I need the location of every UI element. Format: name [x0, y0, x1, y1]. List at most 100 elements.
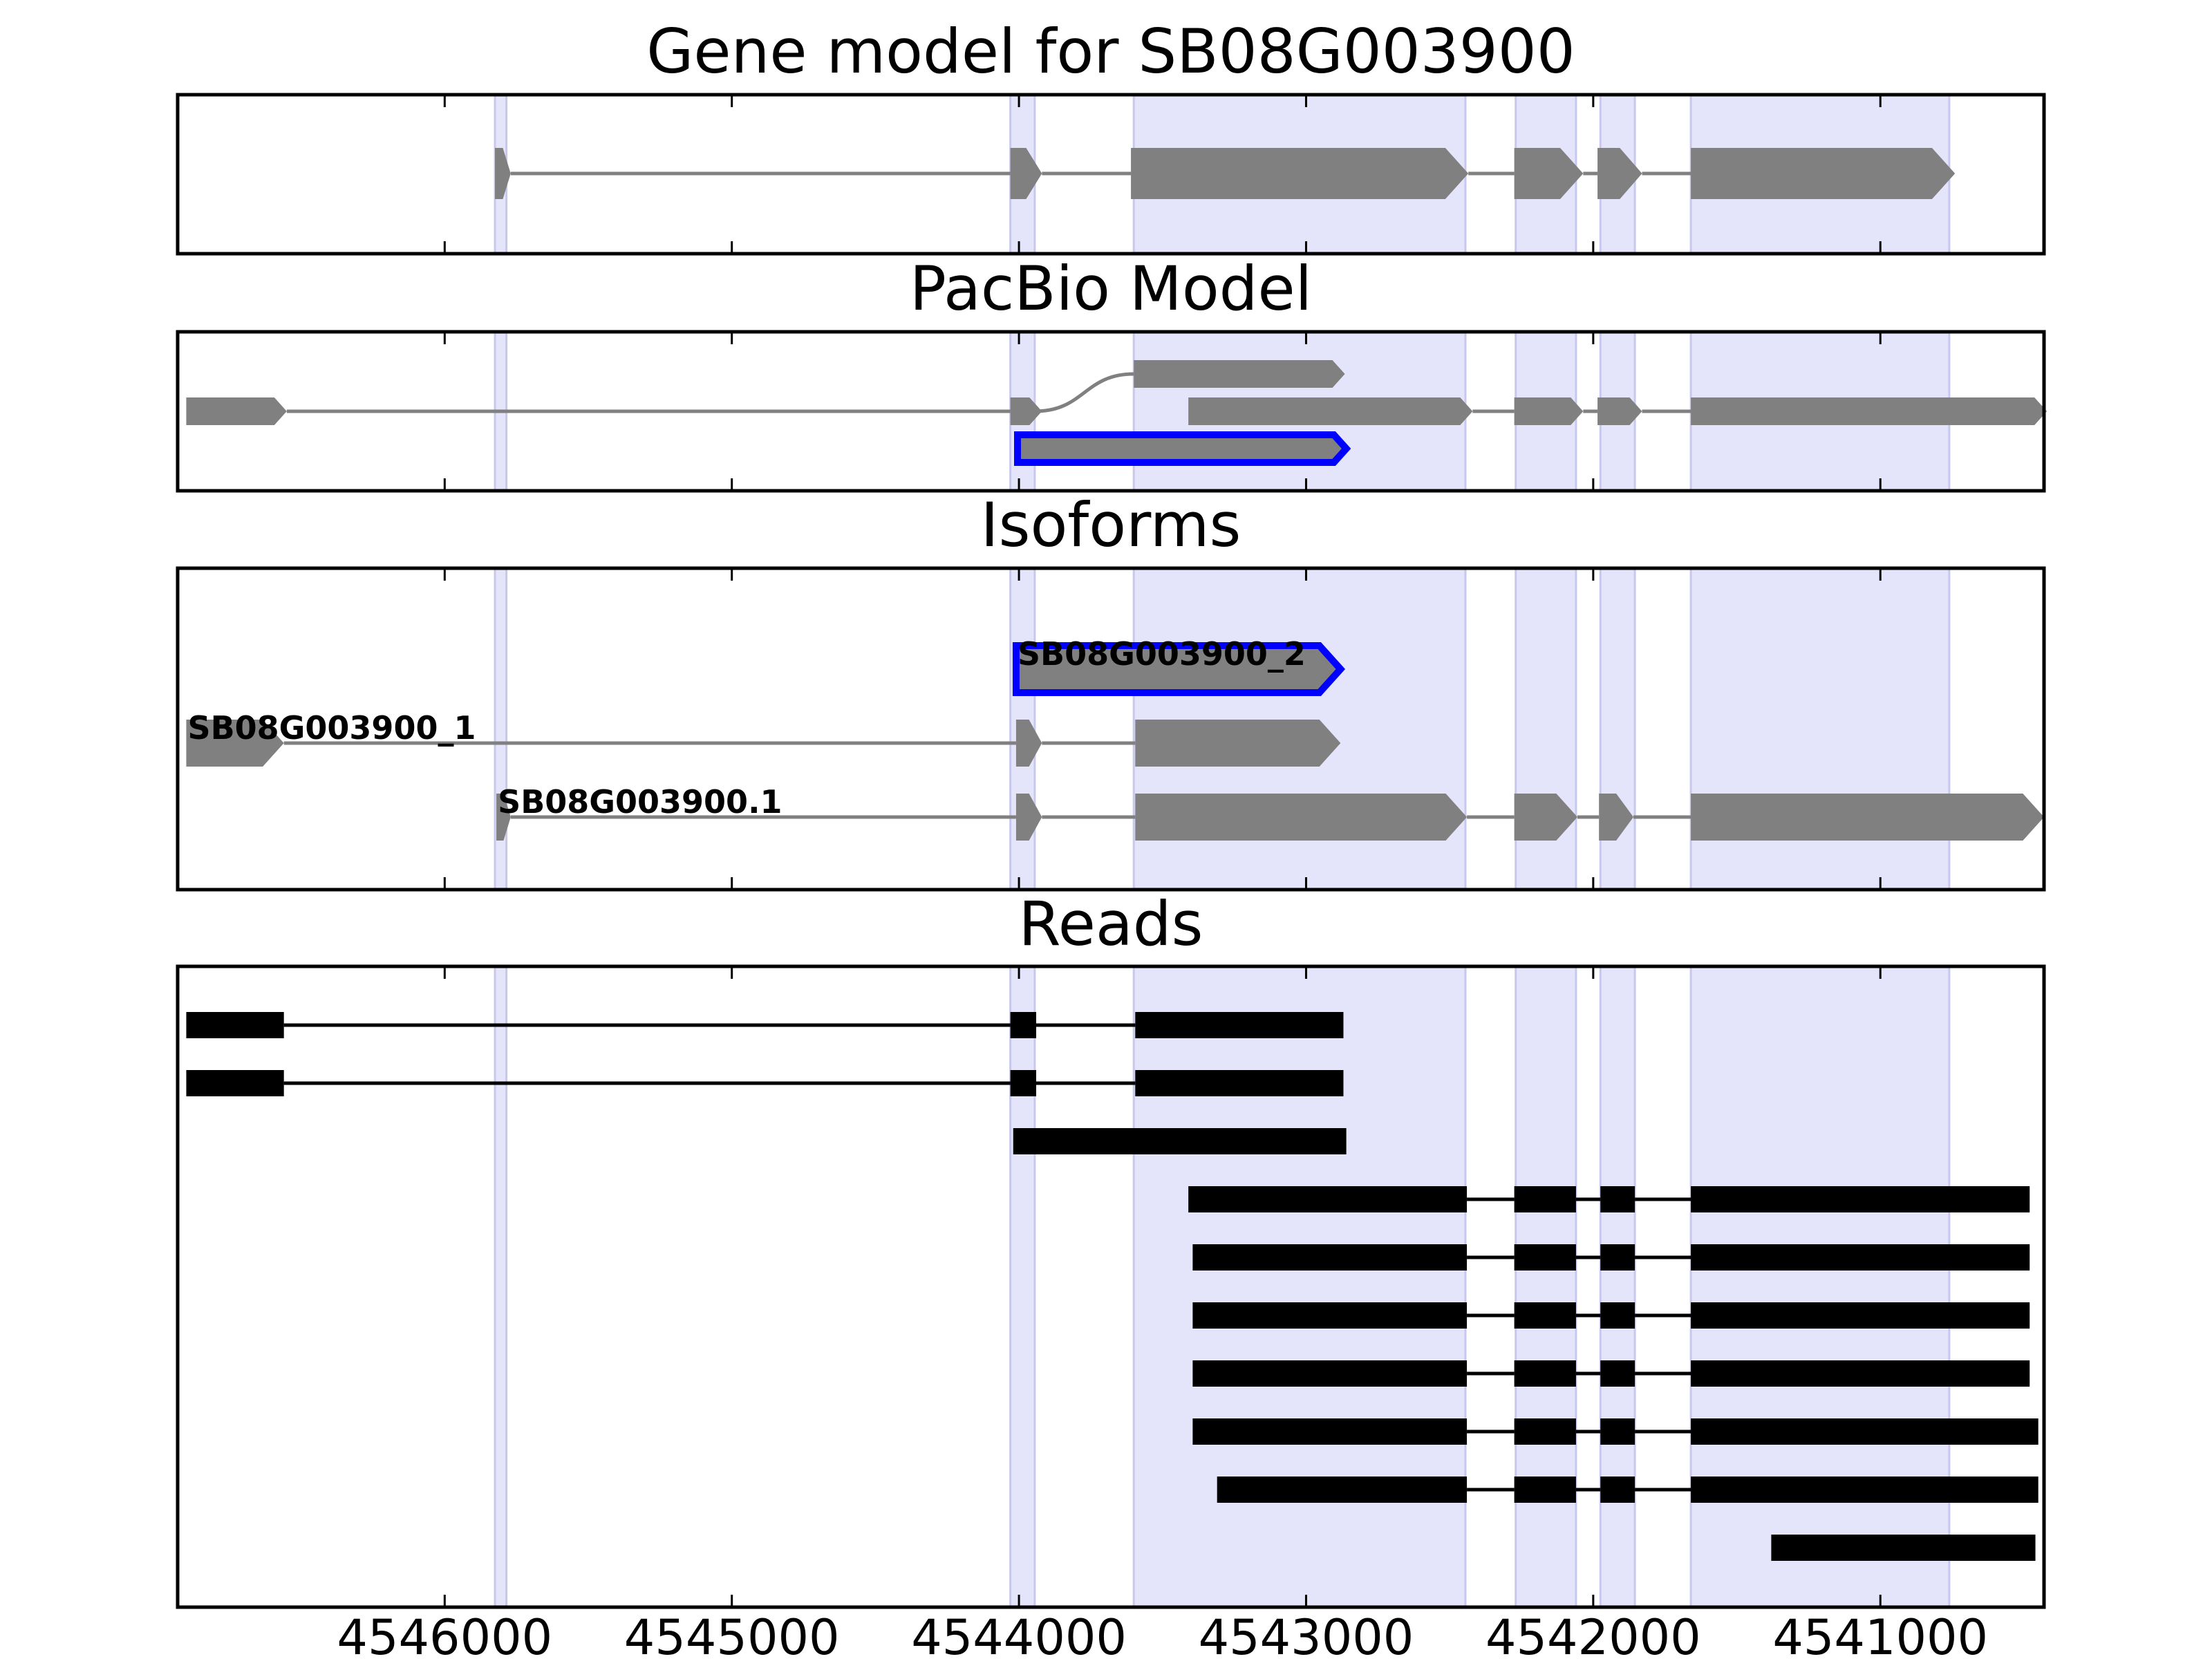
read-track: [1192, 1360, 2030, 1387]
isoform-track: [1014, 431, 1351, 466]
read-exon: [1010, 1070, 1036, 1096]
highlight-region: [1515, 567, 1577, 891]
exon: [1514, 148, 1584, 199]
exon: [1514, 397, 1584, 425]
read-exon: [1691, 1360, 2030, 1387]
isoform-track: [1034, 360, 1345, 413]
isoform-track: SB08G003900.1: [496, 783, 2044, 841]
highlight-region: [1599, 567, 1636, 891]
read-exon: [1135, 1012, 1344, 1038]
read-exon: [1691, 1418, 2038, 1445]
exon: [495, 148, 511, 199]
selected-exon: [1012, 642, 1346, 696]
exon: [1691, 397, 2047, 425]
read-exon: [1514, 1302, 1576, 1329]
isoform-track: [186, 397, 2047, 425]
isoform-track: SB08G003900_2: [1012, 635, 1346, 696]
axes-frame: [176, 93, 2046, 256]
panel-title: PacBio Model: [910, 253, 1312, 324]
read-exon: [1010, 1012, 1036, 1038]
read-exon: [1192, 1360, 1468, 1387]
read-exon: [1514, 1186, 1576, 1212]
x-tick-label: 4542000: [1485, 1609, 1701, 1659]
read-exon: [1691, 1302, 2030, 1329]
exon: [186, 720, 284, 767]
x-tick-label: 4543000: [1199, 1609, 1414, 1659]
read-exon: [1600, 1186, 1635, 1212]
read-exon: [1192, 1244, 1468, 1271]
panel-pacbio-model: PacBio Model: [176, 253, 2047, 493]
panel-title: Isoforms: [981, 489, 1241, 561]
exon: [1188, 397, 1473, 425]
exon: [1010, 397, 1042, 425]
read-track: [1771, 1535, 2036, 1561]
read-exon: [1514, 1244, 1576, 1271]
read-track: [1188, 1186, 2030, 1212]
read-exon: [1691, 1186, 2030, 1212]
read-exon: [1192, 1418, 1468, 1445]
read-exon: [186, 1012, 284, 1038]
read-track: [1192, 1418, 2038, 1445]
highlight-region: [1689, 965, 1951, 1609]
highlight-region: [1132, 965, 1467, 1609]
read-exon: [1135, 1070, 1344, 1096]
exon: [1135, 794, 1468, 841]
highlight-region: [1599, 965, 1636, 1609]
read-exon: [1514, 1360, 1576, 1387]
read-exon: [1691, 1244, 2030, 1271]
read-exon: [1600, 1302, 1635, 1329]
highlight-region: [1009, 965, 1036, 1609]
exon: [1134, 360, 1345, 388]
axes-frame: [176, 330, 2046, 493]
highlight-region: [1515, 965, 1577, 1609]
exon: [1691, 148, 1956, 199]
x-tick-label: 4545000: [624, 1609, 840, 1659]
exon: [1514, 794, 1577, 841]
isoform-track: [495, 148, 1956, 199]
exon: [1015, 794, 1042, 841]
exon: [1135, 720, 1341, 767]
read-exon: [1192, 1302, 1468, 1329]
exon: [1597, 397, 1642, 425]
read-track: [1192, 1302, 2030, 1329]
isoform-track: SB08G003900_1: [186, 709, 1341, 767]
read-exon: [1771, 1535, 2036, 1561]
exon: [1010, 148, 1042, 199]
exon: [1599, 794, 1633, 841]
read-track: [1013, 1128, 1347, 1154]
panel-title: Gene model for SB08G003900: [646, 16, 1575, 87]
read-exon: [1188, 1186, 1468, 1212]
panel-gene-model: Gene model for SB08G003900: [176, 16, 2046, 256]
isoform-label: SB08G003900_2: [1018, 635, 1306, 673]
read-track: [1217, 1477, 2038, 1503]
read-exon: [1691, 1477, 2038, 1503]
x-tick-label: 4541000: [1772, 1609, 1988, 1659]
axes-frame: [176, 964, 2046, 1609]
highlight-region: [1689, 567, 1951, 891]
x-tick-label: 4544000: [911, 1609, 1127, 1659]
exon: [186, 397, 287, 425]
isoform-label: SB08G003900_1: [187, 709, 476, 747]
read-exon: [1013, 1128, 1347, 1154]
splice-connector: [1034, 372, 1134, 413]
panel-title: Reads: [1019, 888, 1203, 959]
read-exon: [1514, 1477, 1576, 1503]
axes-frame: [176, 566, 2046, 892]
read-exon: [1600, 1244, 1635, 1271]
read-exon: [1600, 1418, 1635, 1445]
read-track: [1192, 1244, 2030, 1271]
isoform-label: SB08G003900.1: [498, 783, 782, 821]
selected-exon: [1014, 431, 1351, 466]
read-track: [186, 1070, 1344, 1096]
exon: [1015, 720, 1042, 767]
read-exon: [186, 1070, 284, 1096]
highlight-region: [494, 965, 508, 1609]
x-tick-label: 4546000: [337, 1609, 552, 1659]
exon: [1691, 794, 2044, 841]
read-track: [186, 1012, 1344, 1038]
panel-reads: Reads: [176, 888, 2046, 1609]
exon: [496, 794, 511, 841]
read-exon: [1514, 1418, 1576, 1445]
panel-isoforms: Isoforms SB08G003900_2 SB08G003900_1 SB08G0…: [176, 489, 2046, 892]
